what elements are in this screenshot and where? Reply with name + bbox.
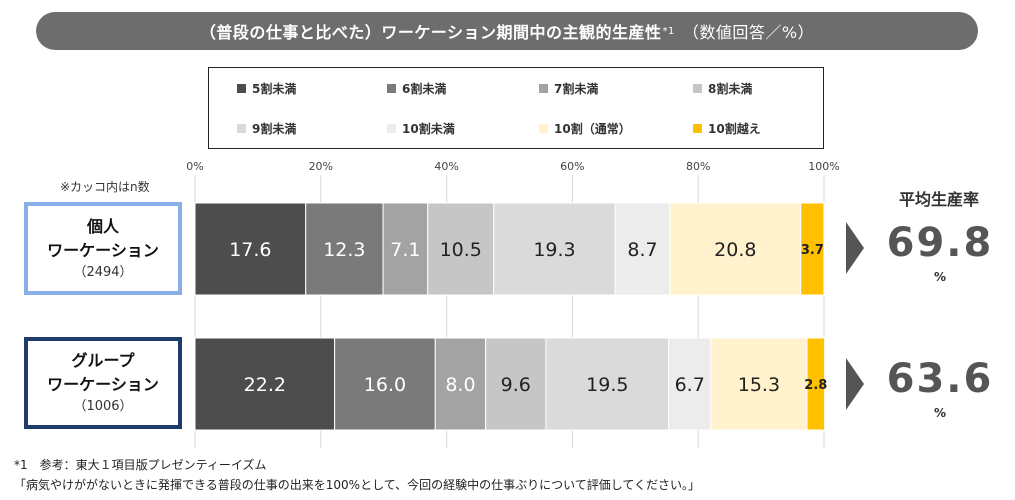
legend-label: 10割（通常） [554,122,631,136]
bar-segment [669,202,802,296]
legend-swatch [387,84,396,93]
x-tick-label: 100% [808,160,839,173]
bar-segment [800,202,825,296]
legend-label: 9割未満 [252,122,297,136]
footnote-reference: *1 参考：東大１項目版プレゼンティーイズム [14,458,267,472]
data-label: 2.8 [804,378,827,393]
legend-swatch [539,84,548,93]
data-label: 12.3 [323,239,365,261]
legend-label: 8割未満 [708,82,753,96]
data-label: 7.1 [390,239,420,261]
legend-swatch [387,124,396,133]
legend-label: 5割未満 [252,82,297,96]
row-label-group: グループ ワーケーション （1006） [24,337,182,429]
legend-item: 10割未満 [387,120,455,137]
average-heading: 平均生産率 [898,190,979,209]
data-label: 17.6 [229,239,271,261]
legend-swatch [693,124,702,133]
data-label: 10.5 [440,239,482,261]
data-label: 19.5 [586,374,628,396]
bar-segment [334,337,436,431]
legend-label: 7割未満 [554,82,599,96]
legend-swatch [693,84,702,93]
legend-swatch [237,84,246,93]
data-label: 22.2 [244,374,286,396]
data-label: 6.7 [675,374,705,396]
row-label-individual-line1: 個人 [86,216,119,236]
row-label-individual: 個人 ワーケーション （2494） [24,202,182,295]
legend-item: 9割未満 [237,120,296,137]
legend-item: 5割未満 [237,80,296,97]
arrow-right-icon [846,222,864,274]
chart-title-footnote-mark: *1 [662,25,675,37]
row-label-group-line2: ワーケーション [47,375,159,394]
x-tick-label: 80% [686,160,710,173]
chart-title: （普段の仕事と比べた）ワーケーション期間中の主観的生産性 [199,23,662,42]
legend: 5割未満 6割未満 7割未満 8割未満 9割未満 10割未満 10割（通常） 10割越え [208,67,824,149]
bar-segment [806,337,826,431]
bar-segment [194,202,307,296]
data-label: 3.7 [801,243,824,258]
legend-label: 10割越え [708,122,761,136]
average-unit-individual: % [933,270,947,284]
data-label: 20.8 [714,239,756,261]
bar-segment [614,202,671,296]
average-value-group: 63.6 [886,356,994,402]
legend-item: 6割未満 [387,80,446,97]
legend-swatch [539,124,548,133]
row-label-individual-line2: ワーケーション [47,240,159,260]
bar-segment [710,337,808,431]
arrow-right-icon [846,358,864,410]
bar-segment [427,202,495,296]
legend-label: 10割未満 [402,122,455,136]
legend-label: 6割未満 [402,82,447,96]
x-tick-label: 60% [560,160,584,173]
x-tick-label: 40% [434,160,458,173]
footnote-question: 「病気やけががないときに発揮できる普段の仕事の出来を100%として、今回の経験中… [14,478,701,492]
row-label-group-line1: グループ [71,351,135,370]
bar-segment [194,337,336,431]
bar-segment [545,337,670,431]
row-label-individual-n: （2494） [73,264,133,280]
data-label: 8.0 [445,374,475,396]
bar-segment [493,202,616,296]
data-label: 8.7 [627,239,657,261]
legend-item: 10割越え [693,120,761,137]
bar-segment [305,202,384,296]
data-label: 19.3 [533,239,575,261]
legend-item: 7割未満 [539,80,598,97]
legend-item: 8割未満 [693,80,752,97]
average-value-individual: 69.8 [886,220,994,266]
chart-title-bar: （普段の仕事と比べた）ワーケーション期間中の主観的生産性 *1 （数値回答／%） [36,12,978,50]
x-tick-label: 0% [186,160,203,173]
legend-swatch [237,124,246,133]
data-label: 15.3 [738,374,780,396]
data-label: 9.6 [501,374,531,396]
x-tick-label: 20% [309,160,333,173]
row-label-group-n: （1006） [73,399,133,414]
bar-segment [382,202,429,296]
sample-size-note: ※カッコ内はn数 [60,180,150,194]
legend-item: 10割（通常） [539,120,631,137]
data-label: 16.0 [364,374,406,396]
average-unit-group: % [933,406,947,420]
chart-title-unit: （数値回答／%） [682,23,815,42]
bar-segment [485,337,547,431]
